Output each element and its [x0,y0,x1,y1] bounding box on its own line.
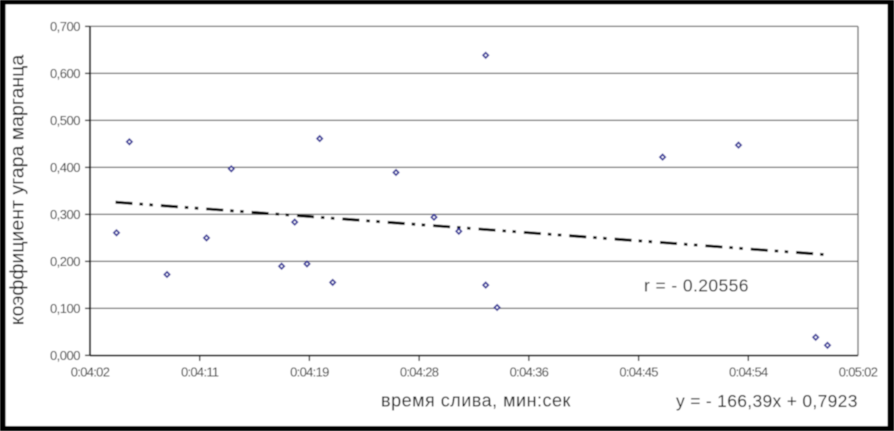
svg-text:0:04:28: 0:04:28 [400,365,439,380]
svg-text:0:05:02: 0:05:02 [839,365,878,380]
svg-text:0,400: 0,400 [50,160,80,175]
svg-text:коэффициент угара марганца: коэффициент угара марганца [7,55,29,325]
svg-text:0,500: 0,500 [50,113,80,128]
svg-text:0,300: 0,300 [50,207,80,222]
svg-text:0:04:45: 0:04:45 [619,365,658,380]
svg-text:r = - 0.20556: r = - 0.20556 [644,276,749,296]
svg-text:0,700: 0,700 [50,19,80,34]
svg-text:время слива, мин:сек: время слива, мин:сек [381,390,571,410]
svg-text:0:04:54: 0:04:54 [729,365,768,380]
svg-text:0:04:02: 0:04:02 [71,365,110,380]
svg-text:0,200: 0,200 [50,254,80,269]
svg-text:0:04:19: 0:04:19 [290,365,329,380]
svg-text:0,100: 0,100 [50,301,80,316]
svg-text:0,000: 0,000 [50,348,80,363]
svg-text:0,600: 0,600 [50,66,80,81]
svg-text:0:04:11: 0:04:11 [181,365,219,380]
svg-text:0:04:36: 0:04:36 [510,365,549,380]
svg-text:y = - 166,39x + 0,7923: y = - 166,39x + 0,7923 [676,391,858,411]
